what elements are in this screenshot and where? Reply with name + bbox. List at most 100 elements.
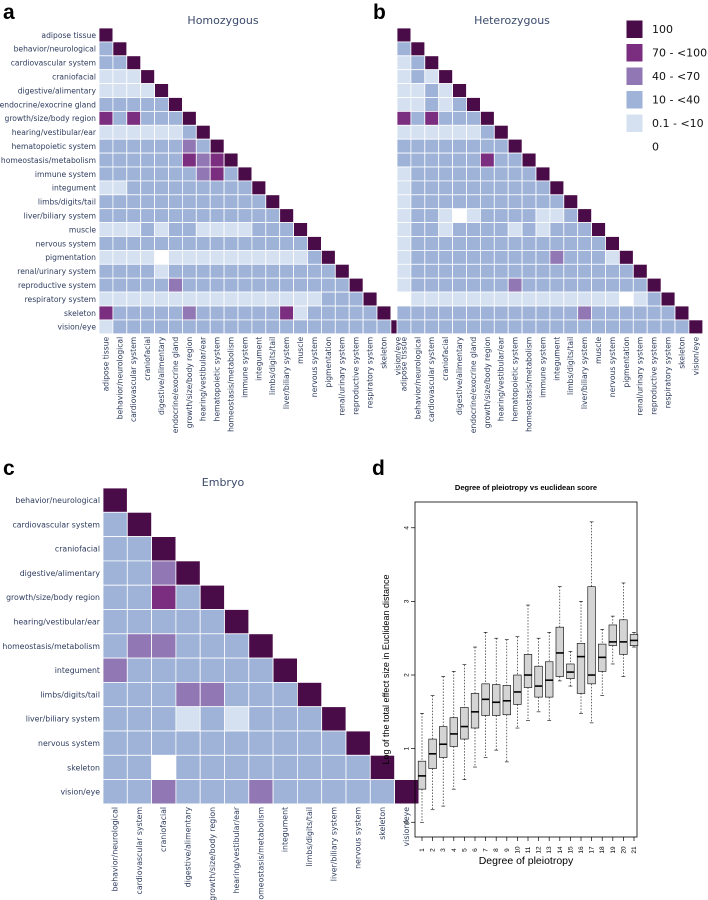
column-label: behavior/neurological (115, 337, 124, 419)
x-tick-label: 20 (620, 846, 627, 854)
heatmap-cell (126, 152, 142, 168)
heatmap-cell (646, 277, 662, 293)
heatmap-cell (251, 319, 267, 335)
heatmap-cell (126, 657, 153, 683)
heatmap-cell (466, 277, 481, 293)
heatmap-cell (424, 69, 440, 84)
heatmap-cell (154, 180, 169, 196)
heatmap-cell (126, 730, 153, 756)
heatmap-cell (296, 706, 323, 732)
heatmap-cell (466, 138, 481, 154)
heatmap-cell (674, 319, 690, 335)
heatmap-cell (479, 236, 495, 251)
heatmap-cell (479, 111, 495, 126)
heatmap-cell (410, 55, 426, 71)
box (608, 624, 617, 646)
column-label: respiratory system (366, 337, 375, 408)
heatmap-cell (223, 249, 239, 265)
legend-label: 0.1 - <10 (652, 117, 704, 130)
heatmap-cell (438, 263, 454, 279)
column-label: cardiovascular system (427, 337, 436, 422)
x-tick-label: 18 (599, 846, 606, 854)
heatmap-cell (265, 249, 281, 265)
heatmap-cell (151, 657, 177, 683)
heatmap-cell (265, 222, 281, 237)
column-label: integument (254, 337, 263, 381)
heatmap-cell (424, 166, 440, 182)
heatmap-cell (102, 657, 128, 683)
heatmap-cell (334, 277, 350, 293)
boxplot-pleiotropy: Degree of pleiotropy vs euclidean score 0… (381, 483, 639, 867)
heatmap-cell (112, 55, 128, 71)
heatmap-cell (307, 249, 322, 265)
heatmap-cell (265, 208, 281, 223)
heatmap-cell (424, 138, 440, 154)
heatmap-cell (140, 263, 155, 279)
heatmap-cell (140, 111, 155, 126)
heatmap-cell (195, 166, 211, 182)
heatmap-cell (112, 97, 128, 112)
heatmap-cell (424, 222, 440, 237)
heatmap-cell (619, 249, 634, 265)
heatmap-cell (493, 166, 509, 182)
heatmap-cell (605, 263, 620, 279)
heatmap-cell (224, 706, 250, 732)
column-label: adipose tissue (101, 336, 110, 391)
heatmap-cell (237, 166, 253, 182)
heatmap-cell (535, 208, 551, 223)
heatmap-cell (424, 111, 440, 126)
row-label: homeostasis/metabolism (1, 156, 96, 165)
x-tick-label: 6 (472, 848, 479, 852)
x-tick-label: 13 (546, 846, 553, 854)
heatmap-cell (126, 633, 153, 659)
heatmap-cell (535, 236, 551, 251)
heatmap-cell (168, 138, 183, 154)
box (460, 707, 469, 740)
heatmap-cell (438, 166, 454, 182)
heatmap-cell (195, 263, 211, 279)
heatmap-cell (154, 277, 169, 293)
heatmap-cell (248, 633, 274, 659)
column-label: immune system (240, 337, 249, 398)
heatmap-cell (591, 263, 606, 279)
column-label: nervous system (310, 337, 319, 397)
heatmap-cell (438, 236, 454, 251)
heatmap-cell (521, 249, 537, 265)
heatmap-cell (521, 152, 537, 168)
heatmap-cell (209, 180, 225, 196)
heatmap-cell (296, 730, 323, 756)
heatmap-cell (521, 305, 537, 321)
heatmap-cell (209, 222, 225, 237)
heatmap-cell (199, 754, 225, 780)
heatmap-cell (410, 263, 426, 279)
heatmap-cell (272, 657, 298, 683)
heatmap-cell (209, 319, 225, 335)
heatmap-cell (168, 305, 183, 321)
heatmap-cell (424, 194, 440, 210)
row-label: cardiovascular system (12, 520, 100, 529)
box (576, 643, 586, 694)
x-tick-label: 2 (430, 848, 437, 852)
heatmap-cell (126, 754, 153, 780)
heatmap-cell (140, 277, 155, 293)
column-label: skeleton (379, 337, 388, 369)
heatmap-cell (535, 319, 551, 335)
row-label: digestive/alimentary (20, 569, 101, 578)
column-label: liver/biliary system (580, 337, 589, 409)
heatmap-cell (154, 249, 169, 265)
heatmap-cell (479, 138, 495, 154)
heatmap-cell (660, 319, 676, 335)
heatmap-cell (251, 222, 267, 237)
heatmap-cell (479, 319, 495, 335)
heatmap-cell (154, 222, 169, 237)
heatmap-cell (632, 305, 648, 321)
heatmap-cell (410, 291, 426, 307)
heatmap-cell (376, 305, 392, 321)
column-label: renal/urinary system (636, 337, 645, 416)
heatmap-cell (479, 222, 495, 237)
heatmap-cell (102, 560, 128, 586)
heatmap-cell (438, 291, 454, 307)
heatmap-cell (175, 730, 201, 756)
heatmap-cell (493, 291, 509, 307)
